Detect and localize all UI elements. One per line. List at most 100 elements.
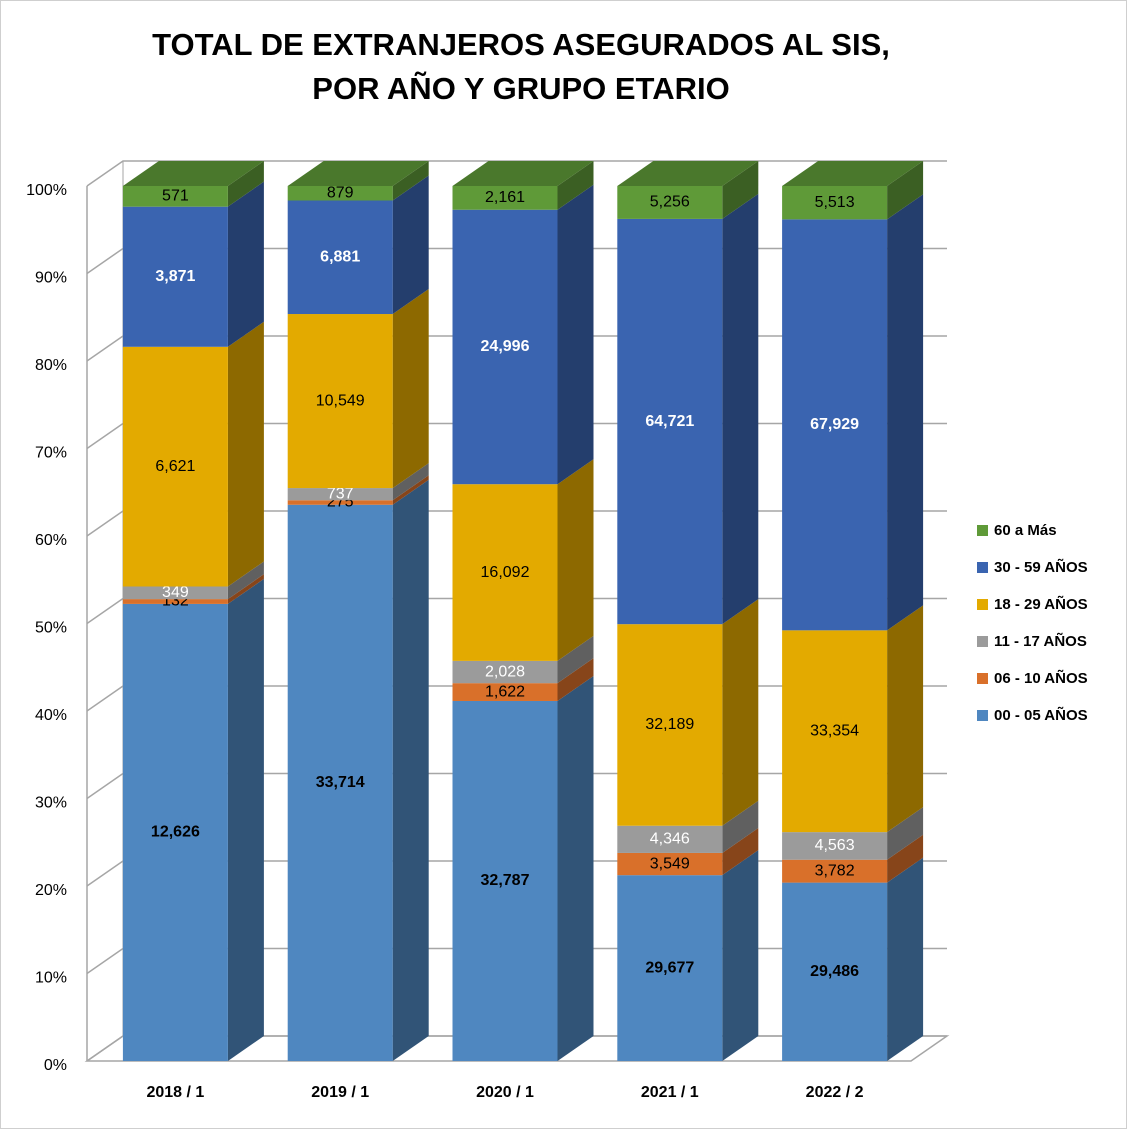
data-label: 6,881 xyxy=(320,248,360,265)
y-tick-label: 30% xyxy=(35,795,67,812)
data-label: 32,787 xyxy=(481,872,530,889)
bar-side xyxy=(392,479,429,1061)
bar xyxy=(452,660,558,684)
y-tick-label: 20% xyxy=(35,882,67,899)
bar xyxy=(782,832,888,860)
bar-side xyxy=(227,574,264,604)
legend-label: 06 - 10 AÑOS xyxy=(994,669,1088,687)
data-label: 33,714 xyxy=(316,774,365,791)
bar-side xyxy=(557,184,594,485)
bar-side xyxy=(722,599,759,826)
bar xyxy=(122,206,228,347)
data-label: 5,256 xyxy=(650,194,690,211)
y-tick-label: 100% xyxy=(26,182,67,199)
bar-side xyxy=(887,161,924,220)
bar xyxy=(122,599,228,604)
bar-side xyxy=(722,850,759,1061)
bar-top xyxy=(287,161,429,186)
legend-label: 30 - 59 AÑOS xyxy=(994,558,1088,576)
data-label: 67,929 xyxy=(810,416,859,433)
bar xyxy=(287,186,393,201)
legend-swatch xyxy=(977,710,988,721)
legend-label: 00 - 05 AÑOS xyxy=(994,706,1088,724)
bar-side xyxy=(887,807,924,860)
y-tick-label: 60% xyxy=(35,532,67,549)
bar xyxy=(452,700,558,1061)
bar xyxy=(617,186,723,219)
data-label: 29,486 xyxy=(810,963,859,980)
data-label: 4,346 xyxy=(650,831,690,848)
bar xyxy=(287,504,393,1061)
bar-side xyxy=(392,161,429,201)
bar xyxy=(782,630,888,833)
data-label: 3,549 xyxy=(650,855,690,872)
bar-side xyxy=(557,658,594,701)
bar-top xyxy=(782,161,924,186)
bar-top xyxy=(122,161,264,186)
bar xyxy=(617,825,723,853)
y-tick-label: 50% xyxy=(35,620,67,637)
data-label: 879 xyxy=(327,184,354,201)
legend-swatch xyxy=(977,636,988,647)
bar xyxy=(287,500,393,505)
legend-label: 18 - 29 AÑOS xyxy=(994,595,1088,613)
bar xyxy=(452,186,558,210)
data-label: 33,354 xyxy=(810,722,859,739)
data-label: 24,996 xyxy=(481,338,530,355)
bar-side xyxy=(887,834,924,883)
data-label: 571 xyxy=(162,188,189,205)
y-tick-label: 10% xyxy=(35,970,67,987)
legend-label: 11 - 17 AÑOS xyxy=(994,632,1087,650)
data-label: 32,189 xyxy=(645,716,694,733)
bar-side xyxy=(557,675,594,1061)
bar xyxy=(782,859,888,883)
chart-title: TOTAL DE EXTRANJEROS ASEGURADOS AL SIS, … xyxy=(152,27,890,106)
bar-side xyxy=(557,635,594,684)
bar xyxy=(617,624,723,826)
data-label: 3,871 xyxy=(155,268,195,285)
bar xyxy=(617,875,723,1061)
bar xyxy=(782,882,888,1061)
data-label: 349 xyxy=(162,584,189,601)
bar-side xyxy=(392,475,429,505)
bar xyxy=(617,218,723,625)
legend-swatch xyxy=(977,599,988,610)
bar-side xyxy=(722,800,759,853)
bar xyxy=(617,852,723,876)
bar-top xyxy=(452,161,594,186)
bar xyxy=(287,488,393,501)
x-tick-label: 2020 / 1 xyxy=(476,1084,534,1101)
x-tick-label: 2021 / 1 xyxy=(641,1084,699,1101)
data-label: 29,677 xyxy=(645,959,694,976)
data-label: 737 xyxy=(327,485,354,502)
bar xyxy=(452,683,558,701)
x-tick-label: 2019 / 1 xyxy=(311,1084,369,1101)
x-tick-label: 2018 / 1 xyxy=(146,1084,204,1101)
bar xyxy=(287,314,393,489)
bar-side xyxy=(722,827,759,876)
bar-side xyxy=(887,194,924,631)
bar-side xyxy=(227,321,264,587)
data-label: 6,621 xyxy=(155,458,195,475)
bar xyxy=(782,186,888,220)
bar-side xyxy=(227,181,264,347)
bar-side xyxy=(227,578,264,1061)
legend-swatch xyxy=(977,525,988,536)
y-tick-label: 90% xyxy=(35,270,67,287)
data-label: 10,549 xyxy=(316,392,365,409)
data-label: 16,092 xyxy=(481,564,530,581)
bar-side xyxy=(392,175,429,315)
bar xyxy=(122,346,228,587)
bar xyxy=(122,603,228,1061)
data-label: 64,721 xyxy=(645,413,694,430)
legend-label: 60 a Más xyxy=(994,522,1057,539)
data-label: 2,161 xyxy=(485,189,525,206)
bar xyxy=(122,186,228,207)
bar-side xyxy=(557,161,594,210)
bar xyxy=(122,586,228,600)
x-tick-label: 2022 / 2 xyxy=(806,1084,864,1101)
bar-top xyxy=(617,161,759,186)
data-label: 12,626 xyxy=(151,824,200,841)
